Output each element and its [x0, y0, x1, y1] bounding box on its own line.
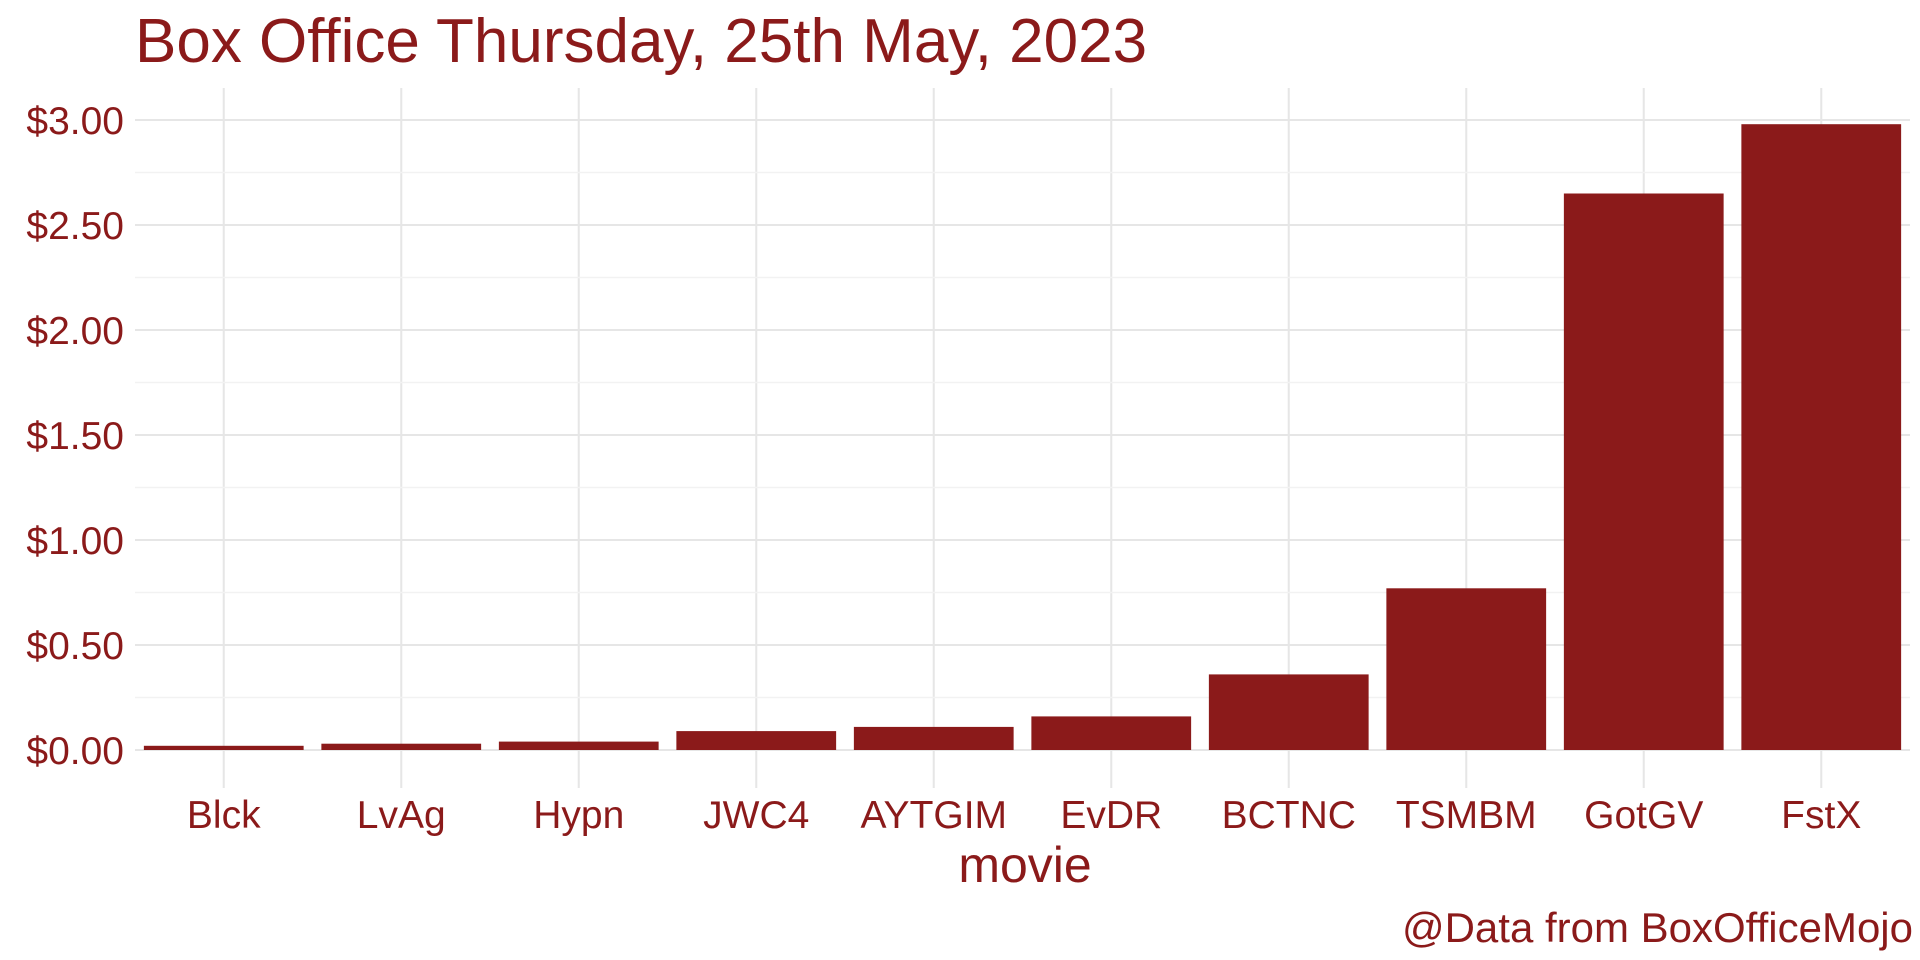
y-tick-label: $0.00 [26, 730, 124, 773]
y-tick-label: $2.50 [26, 205, 124, 248]
y-tick-label: $0.50 [26, 625, 124, 668]
bar-hypn [498, 741, 659, 750]
bar-jwc4 [676, 731, 837, 750]
y-tick-label: $1.50 [26, 415, 124, 458]
x-tick-label: LvAg [357, 794, 446, 837]
bar-evdr [1031, 716, 1192, 750]
bar-blck [143, 745, 304, 750]
x-tick-label: GotGV [1584, 794, 1703, 837]
y-tick-label: $1.00 [26, 520, 124, 563]
bar-tsmbm [1386, 588, 1547, 750]
x-tick-label: JWC4 [703, 794, 809, 837]
x-tick-label: FstX [1781, 794, 1861, 837]
y-axis-ticks: $0.00 $0.50 $1.00 $1.50 $2.00 $2.50 $3.00 [26, 100, 124, 773]
chart-title: Box Office Thursday, 25th May, 2023 [135, 7, 1147, 76]
x-tick-label: AYTGIM [860, 794, 1007, 837]
x-tick-label: EvDR [1060, 794, 1162, 837]
bars [143, 124, 1902, 750]
chart-caption: @Data from BoxOfficeMojo [1402, 904, 1913, 951]
x-tick-label: Blck [187, 794, 261, 837]
bar-bctnc [1208, 674, 1369, 750]
bar-lvag [321, 743, 482, 750]
bar-fstx [1741, 124, 1902, 750]
x-tick-label: BCTNC [1222, 794, 1356, 837]
x-axis-title: movie [958, 837, 1091, 893]
bar-aytgim [853, 726, 1014, 750]
x-axis-ticks: Blck LvAg Hypn JWC4 AYTGIM EvDR BCTNC TSMBM GotG… [187, 794, 1861, 837]
bar-gotgv [1563, 193, 1724, 750]
y-tick-label: $3.00 [26, 100, 124, 143]
x-tick-label: TSMBM [1396, 794, 1537, 837]
y-tick-label: $2.00 [26, 310, 124, 353]
x-tick-label: Hypn [533, 794, 624, 837]
